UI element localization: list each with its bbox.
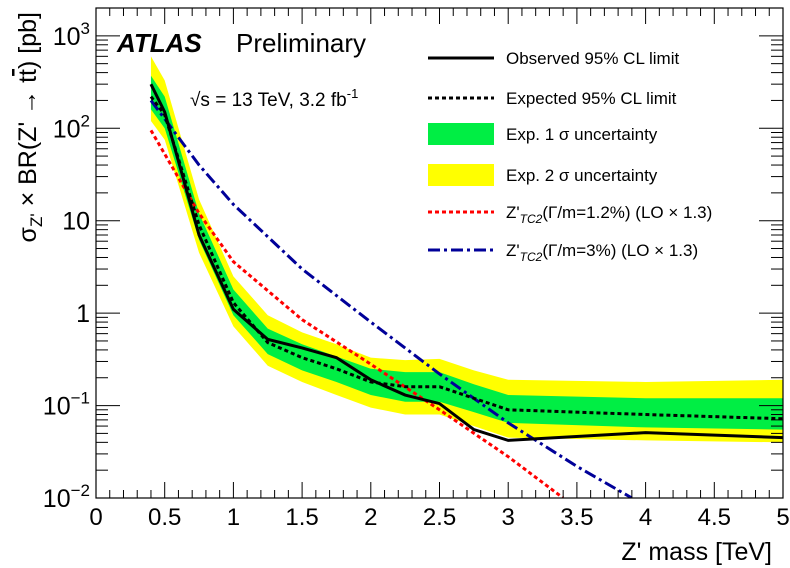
preliminary-label: Preliminary [236,28,366,58]
limit-curves [149,83,783,498]
uncertainty-bands [150,56,783,443]
observed-series-line [149,83,783,442]
x-tick-label: 3.5 [560,504,593,531]
axes: 0 0.5 1 1.5 2 2.5 3 3.5 4 4.5 5 10−2 10−1 1 10 102 103 [43,7,790,531]
y-tick-label: 1 [76,300,90,328]
y-tick-label: 10−1 [43,389,90,421]
energy-lumi-text: √s = 13 TeV, 3.2 fb [190,90,347,111]
band2-band [150,56,783,443]
legend-swatch [428,123,494,145]
y-title-tbar: t [14,69,42,76]
legend-label: Expected 95% CL limit [506,89,677,108]
atlas-label: ATLAS [116,28,202,58]
x-tick-label: 1.5 [285,504,318,531]
legend-entry-tc2_narrow: Z'TC2(Γ/m=1.2%) (LO × 1.3) [428,203,712,226]
legend-entry-observed: Observed 95% CL limit [428,49,679,68]
tc2_narrow-series-line [149,129,565,498]
x-tick-label: 2 [364,504,377,531]
y-tick-label: 10−2 [43,481,90,513]
y-axis-title: σZ' × BR(Z' → tt) [pb] [14,12,46,242]
y-tick-label: 10 [62,208,90,236]
legend-label: Z'TC2(Γ/m=1.2%) (LO × 1.3) [506,203,712,226]
legend-entry-expected: Expected 95% CL limit [428,89,677,108]
legend-label: Exp. 2 σ uncertainty [506,166,658,185]
x-tick-label: 4.5 [698,504,731,531]
x-tick-label: 3 [502,504,515,531]
legend-label: Z'TC2(Γ/m=3%) (LO × 1.3) [506,241,698,264]
energy-lumi-label: √s = 13 TeV, 3.2 fb-1 [190,86,358,111]
x-tick-label: 0.5 [148,504,181,531]
x-tick-label: 4 [639,504,652,531]
y-tick-label: 102 [53,111,90,143]
y-title-main: × BR(Z' → t [14,76,42,213]
x-axis-title: Z' mass [TeV] [621,538,772,566]
x-tick-label: 1 [227,504,240,531]
legend-label: Observed 95% CL limit [506,49,679,68]
y-title-sigma: σ [14,226,42,242]
legend-swatch [428,164,494,186]
legend-entry-band1: Exp. 1 σ uncertainty [428,123,658,145]
legend-label: Exp. 1 σ uncertainty [506,125,658,144]
energy-lumi-exponent: -1 [347,86,359,101]
x-tick-label: 2.5 [423,504,456,531]
expected-series-line [149,95,783,421]
legend: Observed 95% CL limit Expected 95% CL lim… [428,49,712,264]
y-title-sub: Z' [27,213,46,227]
x-tick-label: 0 [89,504,102,531]
y-tick-label: 103 [53,19,90,51]
tc2_wide-series-line [149,99,633,498]
legend-entry-band2: Exp. 2 σ uncertainty [428,164,658,186]
legend-entry-tc2_wide: Z'TC2(Γ/m=3%) (LO × 1.3) [428,241,698,264]
y-title-end: ) [pb] [14,12,42,69]
x-tick-label: 5 [776,504,789,531]
